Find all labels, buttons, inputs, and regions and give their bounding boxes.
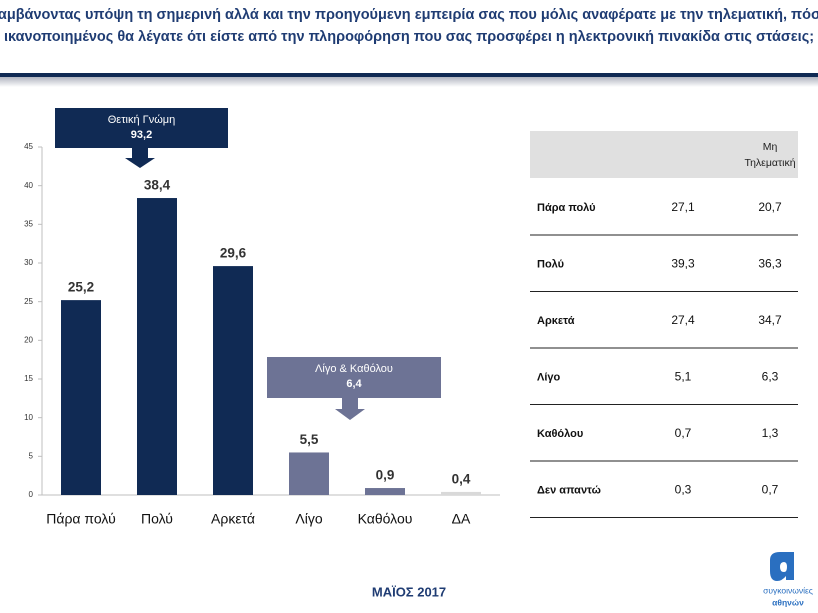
x-tick-label: Πάρα πολύ — [46, 511, 115, 527]
callout-value: 93,2 — [131, 129, 152, 141]
callout-value: 6,4 — [346, 378, 362, 390]
callout-title: Λίγο & Καθόλου — [315, 363, 393, 375]
table-cell: 0,3 — [675, 483, 692, 497]
x-tick-label: Πολύ — [141, 511, 173, 527]
row-label: Δεν απαντώ — [537, 484, 601, 496]
callout-box — [267, 357, 441, 398]
table-cell: 27,4 — [671, 313, 695, 327]
logo-icon — [770, 552, 794, 581]
value-label: 29,6 — [220, 246, 247, 261]
table-cell: 39,3 — [671, 257, 695, 271]
value-label: 5,5 — [300, 432, 319, 447]
y-tick-label: 10 — [24, 413, 33, 422]
callout-arrow — [335, 398, 365, 420]
title-line: Λαμβάνοντας υπόψη τη σημερινή αλλά και τ… — [0, 7, 818, 23]
table-cell: 0,7 — [675, 426, 692, 440]
value-label: 25,2 — [68, 280, 94, 295]
footer-date: ΜΑΪΟΣ 2017 — [372, 584, 446, 599]
table: Μη Τηλεματική Πάρα πολύ 27,1 20,7 Πολύ 39,3 36,… — [530, 131, 798, 518]
bar — [289, 452, 329, 495]
y-tick-label: 20 — [24, 335, 33, 344]
chart: 0 5 10 15 20 25 30 35 40 45 Πάρα πολύ 25,2 Πολύ 38,4 Α… — [24, 108, 500, 527]
y-tick-label: 0 — [29, 490, 34, 499]
row-label: Καθόλου — [537, 428, 583, 440]
callout-arrow — [125, 148, 155, 168]
title-line: ικανοποιημένος θα λέγατε ότι είστε από τ… — [4, 29, 814, 45]
row-label: Πάρα πολύ — [537, 202, 596, 214]
bar — [365, 488, 405, 495]
header-shadow — [0, 77, 818, 87]
bar — [441, 491, 481, 495]
value-label: 38,4 — [144, 178, 171, 193]
bar — [137, 198, 177, 496]
bar — [213, 266, 253, 495]
logo-text: συγκοινωνίες — [763, 585, 813, 595]
value-label: 0,9 — [376, 468, 395, 483]
row-label: Λίγο — [537, 371, 561, 383]
logo-text: αθηνών — [772, 597, 804, 607]
table-cell: 36,3 — [758, 257, 782, 271]
x-tick-label: ΔΑ — [452, 511, 471, 527]
table-cell: 6,3 — [762, 370, 779, 384]
y-tick-label: 35 — [24, 219, 33, 228]
x-tick-label: Αρκετά — [211, 511, 255, 527]
y-tick-label: 5 — [29, 451, 34, 460]
y-tick-label: 25 — [24, 297, 33, 306]
y-tick-label: 30 — [24, 258, 33, 267]
x-tick-label: Καθόλου — [358, 511, 413, 527]
table-cell: 1,3 — [762, 426, 779, 440]
table-cell: 34,7 — [758, 313, 782, 327]
table-header-bg — [530, 131, 798, 178]
row-label: Πολύ — [537, 258, 564, 270]
table-cell: 27,1 — [671, 200, 695, 214]
value-label: 0,4 — [452, 471, 471, 486]
column-header: Μη Τηλεματική — [744, 141, 795, 169]
header-rule — [0, 73, 818, 77]
table-cell: 20,7 — [758, 200, 782, 214]
y-tick-label: 40 — [24, 181, 33, 190]
y-tick-label: 15 — [24, 374, 33, 383]
callout-title: Θετική Γνώμη — [108, 114, 176, 126]
y-tick-label: 45 — [24, 142, 33, 151]
row-label: Αρκετά — [537, 315, 575, 327]
table-cell: 5,1 — [675, 370, 692, 384]
bar — [61, 300, 101, 495]
callout-box — [55, 108, 228, 148]
table-cell: 0,7 — [762, 483, 779, 497]
x-tick-label: Λίγο — [295, 511, 322, 527]
